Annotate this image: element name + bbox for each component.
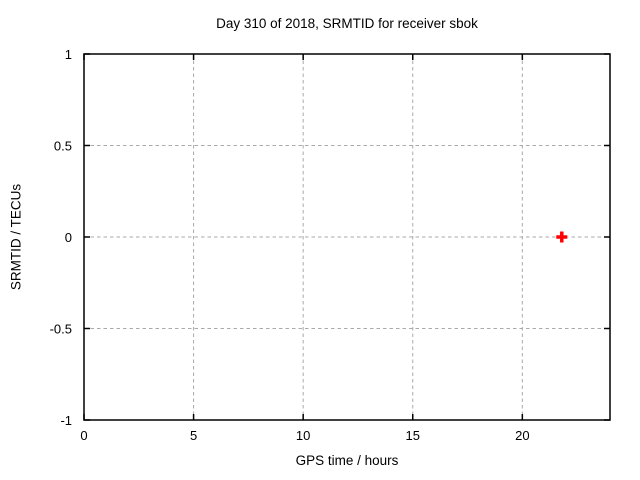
x-axis-label: GPS time / hours (295, 453, 399, 468)
x-tick-label: 0 (80, 428, 87, 443)
y-tick-label: 0.5 (54, 139, 72, 154)
x-tick-label: 20 (515, 428, 529, 443)
x-tick-label: 5 (190, 428, 197, 443)
y-tick-label: 1 (65, 47, 72, 62)
y-tick-label: 0 (65, 230, 72, 245)
x-tick-label: 10 (296, 428, 310, 443)
y-tick-label: -1 (60, 413, 72, 428)
y-tick-label: -0.5 (50, 322, 72, 337)
x-tick-label: 15 (406, 428, 420, 443)
chart-title: Day 310 of 2018, SRMTID for receiver sbo… (216, 16, 478, 31)
